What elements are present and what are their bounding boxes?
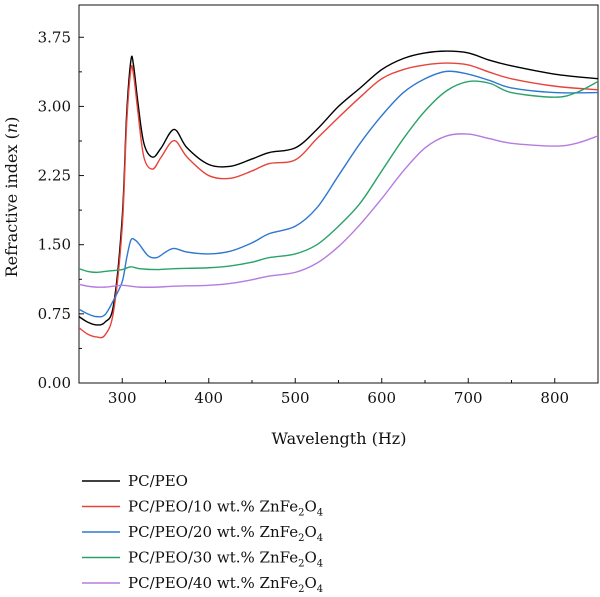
series-line-5 bbox=[79, 133, 598, 288]
tick-labels: 300 400 500 600 700 800 0.00 0.75 1.50 2.25 3.00 3.… bbox=[38, 28, 599, 407]
y-tick-label: 0.75 bbox=[38, 305, 71, 323]
legend-label-2: PC/PEO/10 wt.% ZnFe2O4 bbox=[128, 498, 323, 519]
y-axis-label-prefix: Refractive index ( bbox=[2, 133, 21, 277]
y-tick-label: 0.00 bbox=[38, 374, 71, 392]
legend-label-5: PC/PEO/40 wt.% ZnFe2O4 bbox=[128, 574, 323, 595]
x-tick-label: 800 bbox=[540, 389, 569, 407]
series-layer bbox=[79, 50, 598, 339]
legend-label-1: PC/PEO bbox=[128, 472, 188, 490]
x-tick-label: 400 bbox=[194, 389, 223, 407]
x-tick-label: 500 bbox=[281, 389, 310, 407]
series-line-4 bbox=[79, 80, 598, 274]
series-line-2 bbox=[79, 62, 598, 339]
series-line-1 bbox=[79, 50, 598, 326]
series-line-3 bbox=[79, 70, 598, 318]
y-tick-label: 3.75 bbox=[38, 28, 71, 46]
y-tick-label: 1.50 bbox=[38, 236, 71, 254]
legend-label-3: PC/PEO/20 wt.% ZnFe2O4 bbox=[128, 523, 323, 544]
x-axis-label: Wavelength (Hz) bbox=[272, 429, 407, 448]
plot-frame bbox=[78, 4, 599, 384]
x-tick-label: 300 bbox=[108, 389, 137, 407]
axes bbox=[78, 4, 599, 384]
x-tick-label: 600 bbox=[367, 389, 396, 407]
y-axis-label: Refractive index (n) bbox=[2, 117, 21, 278]
y-axis-label-var: n bbox=[2, 123, 21, 133]
x-tick-label: 700 bbox=[454, 389, 483, 407]
y-tick-label: 2.25 bbox=[38, 167, 71, 185]
legend: PC/PEO PC/PEO/10 wt.% ZnFe2O4 PC/PEO/20 wt… bbox=[82, 472, 323, 595]
legend-label-4: PC/PEO/30 wt.% ZnFe2O4 bbox=[128, 549, 323, 570]
y-axis-label-suffix: ) bbox=[2, 117, 21, 123]
y-tick-label: 3.00 bbox=[38, 97, 71, 115]
